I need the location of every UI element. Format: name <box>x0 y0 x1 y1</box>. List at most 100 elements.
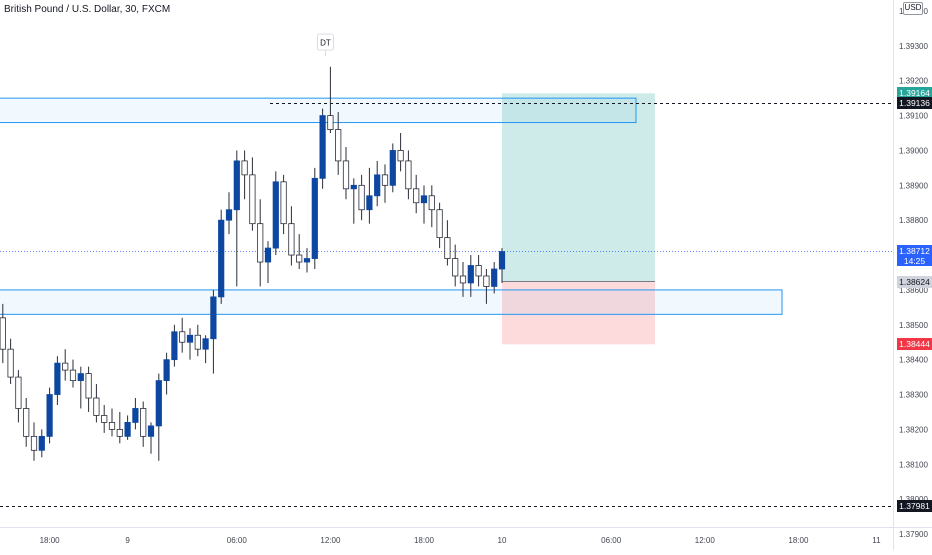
candle-down <box>194 334 201 350</box>
high-line-price-tag: 1.39136 <box>897 97 932 110</box>
y-tick-label: 1.38500 <box>899 321 928 330</box>
candle-up <box>491 268 498 287</box>
candle-up <box>319 115 326 179</box>
stop-price-tag: 1.38444 <box>897 338 932 351</box>
y-tick-label: 1.38200 <box>899 425 928 434</box>
candle-up <box>46 394 53 437</box>
y-tick-label: 1.38300 <box>899 391 928 400</box>
candle-down <box>296 254 303 263</box>
candle-down <box>93 397 100 416</box>
candle-down <box>342 160 350 190</box>
candle-down <box>15 376 22 409</box>
candle-down <box>381 174 389 186</box>
low-line-price-tag: 1.37981 <box>897 499 932 512</box>
candle-up <box>264 247 272 263</box>
candle-down <box>327 115 334 130</box>
y-tick-label: 1.38900 <box>899 181 928 190</box>
candle-down <box>405 160 412 190</box>
candle-down <box>108 422 116 430</box>
y-tick-label: 1.39200 <box>899 77 928 86</box>
resistance-zone <box>0 97 637 124</box>
candle-down <box>0 317 6 350</box>
target-price-tag: 1.39164 <box>897 87 932 100</box>
long-position-loss-zone <box>502 281 655 345</box>
candle-up <box>171 331 178 361</box>
candle-up <box>350 184 357 190</box>
candle-up <box>389 150 396 186</box>
candle-down <box>428 195 435 211</box>
candle-up <box>147 425 155 437</box>
x-tick-label: 12:00 <box>320 536 341 545</box>
currency-selector[interactable]: USD <box>903 2 923 15</box>
candle-up <box>132 408 139 423</box>
y-tick-label: 1.37900 <box>899 530 928 539</box>
candle-up <box>124 422 131 437</box>
candle-up <box>467 265 474 284</box>
candle-down <box>249 174 256 225</box>
candle-down <box>413 188 420 204</box>
candle-up <box>163 359 170 381</box>
long-position-profit-zone <box>502 93 655 282</box>
x-tick-label: 9 <box>125 536 130 545</box>
candle-down <box>116 428 123 437</box>
support-zone <box>0 289 783 315</box>
candle-down <box>85 373 92 399</box>
candle-up <box>77 373 84 381</box>
candle-down <box>69 369 77 381</box>
candle-down <box>475 265 482 277</box>
candle-down <box>483 275 490 287</box>
candle-up <box>186 334 194 343</box>
candle-up <box>374 174 381 197</box>
y-tick-label: 1.39100 <box>899 112 928 121</box>
candle-up <box>311 177 318 259</box>
y-tick-label: 1.38800 <box>899 216 928 225</box>
current-price-tag: 1.38712 14:25 <box>897 244 932 266</box>
candle-down <box>140 408 147 437</box>
dt-label: DT <box>320 39 331 48</box>
candle-up <box>202 338 209 350</box>
y-tick-label: 1.38600 <box>899 286 928 295</box>
candle-up <box>54 362 61 395</box>
candle-down <box>30 435 38 451</box>
x-tick-label: 12:00 <box>695 536 716 545</box>
candle-down <box>444 237 451 259</box>
candle-down <box>257 223 264 263</box>
candle-up <box>155 380 162 427</box>
current-price-value: 1.38712 <box>899 245 930 256</box>
x-tick-label: 11 <box>872 536 881 545</box>
y-tick-label: 1.39000 <box>899 146 928 155</box>
candle-down <box>241 160 248 176</box>
candle-down <box>288 223 295 256</box>
candle-down <box>101 415 108 423</box>
candle-up <box>38 435 45 451</box>
y-tick-label: 1.39300 <box>899 42 928 51</box>
y-tick-label: 1.38000 <box>899 495 928 504</box>
candle-down <box>459 275 467 284</box>
entry-price-tag: 1.38624 <box>897 275 932 288</box>
candle-down <box>7 348 14 378</box>
candle-up <box>272 181 279 249</box>
candle-down <box>358 184 365 211</box>
y-tick-label: 1.38400 <box>899 356 928 365</box>
candle-down <box>23 408 30 437</box>
candle-up <box>225 209 233 221</box>
symbol-title[interactable]: British Pound / U.S. Dollar, 30, FXCM <box>4 4 171 15</box>
candle-up <box>420 195 428 204</box>
candle-down <box>452 258 459 277</box>
candle-up <box>366 195 373 211</box>
y-tick-label: 1.38100 <box>899 460 928 469</box>
candle-up <box>218 219 225 298</box>
candle-down <box>436 209 443 239</box>
candle-down <box>335 129 342 162</box>
candle-down <box>397 150 404 162</box>
x-tick-label: 10 <box>498 536 507 545</box>
candle-down <box>179 331 186 343</box>
candle-up <box>498 251 506 270</box>
candle-down <box>280 181 287 225</box>
candle-up <box>210 296 217 340</box>
candle-down <box>62 362 69 371</box>
x-tick-label: 18:00 <box>414 536 435 545</box>
x-tick-label: 06:00 <box>227 536 248 545</box>
